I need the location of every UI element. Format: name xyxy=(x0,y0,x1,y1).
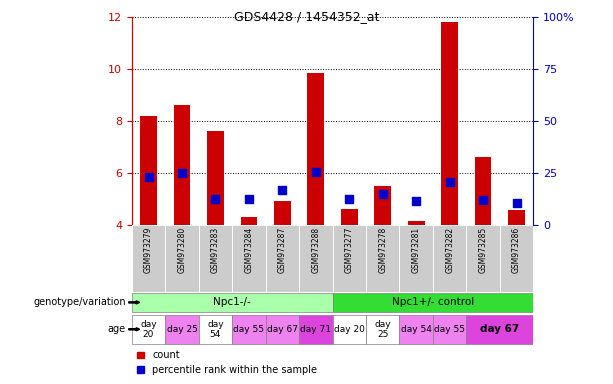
Bar xyxy=(500,225,533,292)
Bar xyxy=(433,314,466,344)
Text: GSM973288: GSM973288 xyxy=(311,227,321,273)
Bar xyxy=(474,157,492,225)
Text: day 67: day 67 xyxy=(267,325,298,334)
Bar xyxy=(132,293,332,312)
Point xyxy=(177,170,187,176)
Text: day 54: day 54 xyxy=(401,325,432,334)
Bar xyxy=(341,209,357,225)
Text: day 67: day 67 xyxy=(480,324,519,334)
Bar xyxy=(332,293,533,312)
Text: GDS4428 / 1454352_at: GDS4428 / 1454352_at xyxy=(234,10,379,23)
Text: Npc1+/- control: Npc1+/- control xyxy=(392,297,474,308)
Text: GSM973285: GSM973285 xyxy=(479,227,487,273)
Bar xyxy=(199,225,232,292)
Bar xyxy=(400,314,433,344)
Point xyxy=(445,179,455,185)
Point xyxy=(244,196,254,202)
Text: day
54: day 54 xyxy=(207,319,224,339)
Bar xyxy=(299,225,332,292)
Bar xyxy=(140,116,157,225)
Bar xyxy=(375,186,391,225)
Bar xyxy=(265,225,299,292)
Text: Npc1-/-: Npc1-/- xyxy=(213,297,251,308)
Bar xyxy=(299,314,332,344)
Bar xyxy=(132,314,166,344)
Text: GSM973282: GSM973282 xyxy=(445,227,454,273)
Text: GSM973280: GSM973280 xyxy=(178,227,186,273)
Text: day 55: day 55 xyxy=(434,325,465,334)
Bar xyxy=(240,217,257,225)
Text: genotype/variation: genotype/variation xyxy=(33,297,126,308)
Bar xyxy=(441,22,458,225)
Text: GSM973283: GSM973283 xyxy=(211,227,220,273)
Bar xyxy=(199,314,232,344)
Bar xyxy=(166,314,199,344)
Text: GSM973278: GSM973278 xyxy=(378,227,387,273)
Text: GSM973284: GSM973284 xyxy=(245,227,253,273)
Text: GSM973277: GSM973277 xyxy=(345,227,354,273)
Point xyxy=(345,196,354,202)
Point xyxy=(311,169,321,175)
Text: day 71: day 71 xyxy=(300,325,331,334)
Text: day
25: day 25 xyxy=(375,319,391,339)
Bar xyxy=(466,225,500,292)
Bar xyxy=(332,314,366,344)
Bar xyxy=(232,314,265,344)
Point xyxy=(378,190,387,197)
Bar xyxy=(265,314,299,344)
Text: day 25: day 25 xyxy=(167,325,197,334)
Text: GSM973281: GSM973281 xyxy=(412,227,421,273)
Bar xyxy=(366,225,400,292)
Text: GSM973279: GSM973279 xyxy=(144,227,153,273)
Bar xyxy=(400,225,433,292)
Bar xyxy=(508,210,525,225)
Bar xyxy=(166,225,199,292)
Text: GSM973287: GSM973287 xyxy=(278,227,287,273)
Bar xyxy=(173,106,191,225)
Bar xyxy=(207,131,224,225)
Point xyxy=(478,197,488,203)
Text: day 20: day 20 xyxy=(334,325,365,334)
Bar xyxy=(366,314,400,344)
Bar xyxy=(308,73,324,225)
Point xyxy=(143,174,153,180)
Legend: count, percentile rank within the sample: count, percentile rank within the sample xyxy=(137,351,317,375)
Bar xyxy=(132,225,166,292)
Bar xyxy=(433,225,466,292)
Bar xyxy=(466,314,533,344)
Text: day 55: day 55 xyxy=(234,325,264,334)
Text: day
20: day 20 xyxy=(140,319,157,339)
Point xyxy=(210,196,220,202)
Bar xyxy=(274,201,291,225)
Text: age: age xyxy=(107,324,126,334)
Point xyxy=(411,198,421,204)
Text: GSM973286: GSM973286 xyxy=(512,227,521,273)
Bar xyxy=(232,225,265,292)
Point xyxy=(278,187,287,193)
Bar xyxy=(332,225,366,292)
Bar xyxy=(408,221,425,225)
Point xyxy=(512,200,522,206)
